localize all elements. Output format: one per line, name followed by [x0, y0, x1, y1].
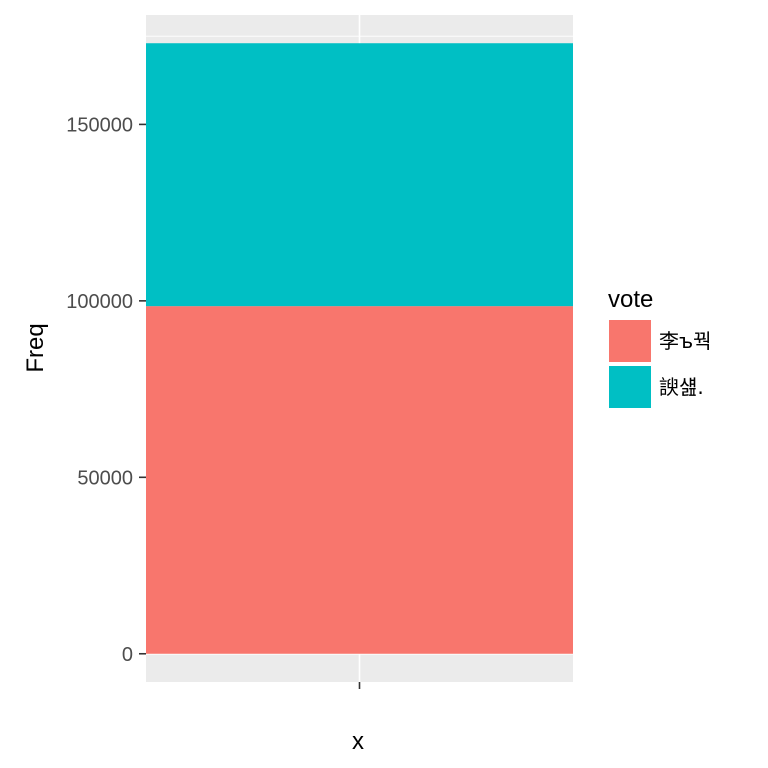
legend-label: 諛섎.	[659, 375, 704, 399]
y-axis-title: Freq	[22, 323, 49, 372]
bar-segment	[146, 43, 573, 307]
legend-title: vote	[608, 286, 653, 313]
bar-segment	[146, 306, 573, 654]
legend-key	[609, 366, 651, 408]
y-tick-label: 150000	[66, 114, 133, 136]
axis-layer: 0 50000 100000 150000	[66, 114, 361, 689]
x-axis-title: x	[352, 728, 364, 755]
legend: vote 李ъ꿕 諛섎.	[608, 286, 712, 408]
y-tick-label: 50000	[77, 467, 133, 489]
legend-items: 李ъ꿕 諛섎.	[609, 320, 712, 408]
legend-label: 李ъ꿕	[659, 329, 712, 353]
y-tick-label: 100000	[66, 291, 133, 313]
legend-key	[609, 320, 651, 362]
y-tick-label: 0	[122, 644, 133, 666]
bar-layer	[146, 43, 573, 654]
